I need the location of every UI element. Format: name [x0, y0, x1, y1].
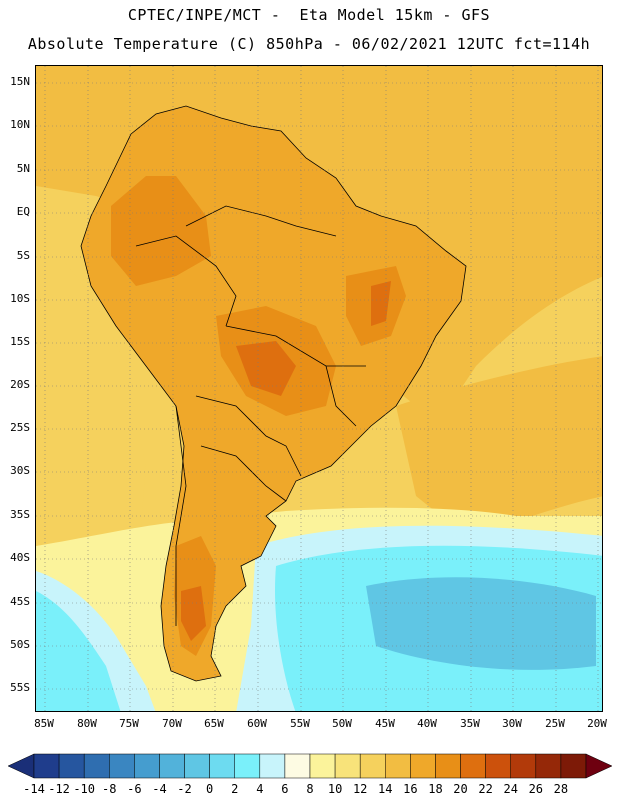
colorbar-overflow-arrow: [585, 753, 612, 779]
colorbar-swatch: [385, 753, 411, 779]
mild-ocean-pacific: [36, 236, 146, 586]
cold-region-deep: [366, 577, 596, 670]
colorbar-swatch: [359, 753, 386, 779]
colorbar-tick-label: 20: [453, 782, 468, 796]
colorbar-tick-label: 24: [503, 782, 518, 796]
longitude-label: 25W: [545, 717, 565, 730]
latitude-label: EQ: [16, 205, 30, 218]
latitude-label: 30S: [10, 464, 30, 477]
colorbar-swatch: [460, 753, 486, 779]
longitude-label: 60W: [247, 717, 267, 730]
map-graticule: [36, 66, 602, 711]
colorbar-tick-label: 0: [206, 782, 214, 796]
colorbar-tick-label: 4: [256, 782, 264, 796]
colorbar-underflow-arrow: [8, 753, 35, 779]
colorbar-swatch: [184, 753, 210, 779]
latitude-label: 10N: [10, 118, 30, 131]
colorbar-swatch: [234, 753, 261, 779]
colorbar-swatch: [510, 753, 537, 779]
latitude-label: 50S: [10, 638, 30, 651]
temperature-map: [35, 65, 603, 712]
longitude-label: 20W: [587, 717, 607, 730]
latitude-label: 20S: [10, 378, 30, 391]
colorbar-tick-label: -6: [127, 782, 142, 796]
colorbar-swatch: [284, 753, 311, 779]
colorbar-tick-label: 14: [378, 782, 393, 796]
colorbar-tick-label: 12: [352, 782, 368, 796]
colorbar-tick-label: -4: [152, 782, 167, 796]
colorbar-tick-label: 6: [281, 782, 289, 796]
latitude-label: 40S: [10, 551, 30, 564]
longitude-label: 45W: [375, 717, 395, 730]
longitude-label: 80W: [77, 717, 97, 730]
colorbar-tick-label: -10: [73, 782, 96, 796]
colorbar-swatch: [259, 753, 286, 779]
colorbar-swatch: [109, 753, 135, 779]
colorbar-tick-label: 22: [478, 782, 493, 796]
longitude-label: 65W: [204, 717, 224, 730]
colorbar-swatch: [334, 753, 361, 779]
longitude-label: 40W: [417, 717, 437, 730]
longitude-label: 30W: [502, 717, 522, 730]
colorbar-swatch: [33, 753, 60, 779]
colorbar-tick-label: 2: [231, 782, 239, 796]
colorbar-swatch: [159, 753, 185, 779]
longitude-label: 35W: [460, 717, 480, 730]
colorbar-swatch: [560, 753, 587, 779]
colorbar-tick-label: 16: [403, 782, 418, 796]
colorbar-swatch: [309, 753, 336, 779]
colorbar-tick-label: 10: [327, 782, 343, 796]
colorbar-tick-label: 18: [428, 782, 443, 796]
warm-ocean-east: [396, 356, 602, 536]
colorbar-swatch: [83, 753, 110, 779]
colorbar-swatch: [134, 753, 160, 779]
map-canvas: [36, 66, 602, 711]
colorbar-tick-label: 28: [553, 782, 569, 796]
latitude-label: 35S: [10, 508, 30, 521]
colorbar-tick-label: -2: [177, 782, 192, 796]
colorbar-swatch: [58, 753, 85, 779]
colorbar-swatch: [485, 753, 511, 779]
colorbar-swatch: [535, 753, 562, 779]
cold-region-west-2: [36, 591, 121, 711]
latitude-label: 10S: [10, 292, 30, 305]
latitude-label: 45S: [10, 595, 30, 608]
colorbar-swatch: [410, 753, 436, 779]
hottest-zone-south: [181, 586, 206, 641]
colorbar-tick-label: -14: [23, 782, 45, 796]
latitude-label: 55S: [10, 681, 30, 694]
colorbar-tick-label: -8: [102, 782, 117, 796]
colorbar-tick-label: 8: [306, 782, 314, 796]
longitude-label: 70W: [162, 717, 182, 730]
colorbar-swatch: [209, 753, 235, 779]
longitude-label: 75W: [119, 717, 139, 730]
hottest-zone-pantanal: [236, 341, 296, 396]
map-title-line-1: CPTEC/INPE/MCT - Eta Model 15km - GFS: [127, 6, 491, 24]
longitude-label: 50W: [332, 717, 352, 730]
latitude-label: 15S: [10, 335, 30, 348]
latitude-label: 5S: [16, 249, 30, 262]
map-title-line-2: Absolute Temperature (C) 850hPa - 06/02/…: [27, 35, 591, 53]
longitude-label: 85W: [34, 717, 54, 730]
colorbar-tick-label: -12: [48, 782, 70, 796]
hot-zone-andes: [111, 176, 211, 286]
latitude-label: 15N: [10, 75, 30, 88]
temperature-colorbar: [8, 753, 612, 779]
colorbar-swatch: [435, 753, 461, 779]
latitude-label: 5N: [16, 162, 30, 175]
colorbar-tick-label: 26: [528, 782, 544, 796]
latitude-label: 25S: [10, 421, 30, 434]
longitude-label: 55W: [290, 717, 310, 730]
